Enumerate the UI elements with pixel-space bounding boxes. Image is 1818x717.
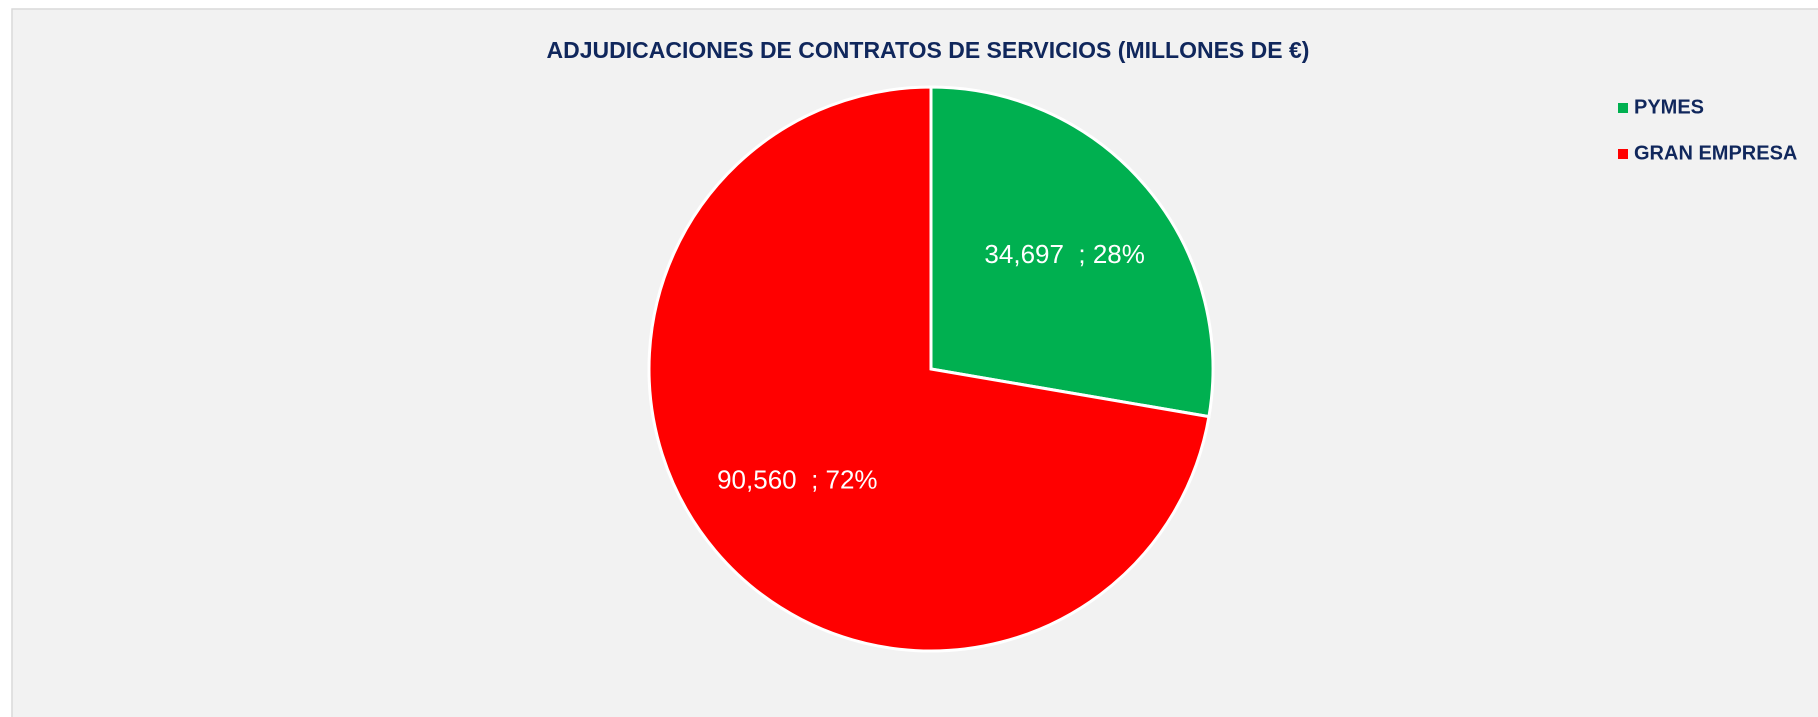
data-label: 90,560 ; 72% xyxy=(717,465,877,495)
chart-title: ADJUDICACIONES DE CONTRATOS DE SERVICIOS… xyxy=(547,37,1310,63)
legend-label: PYMES xyxy=(1634,96,1704,118)
legend-swatch xyxy=(1618,149,1628,159)
data-label: 34,697 ; 28% xyxy=(984,239,1144,269)
pie-slice xyxy=(929,85,1215,419)
legend-swatch xyxy=(1618,103,1628,113)
legend-label: GRAN EMPRESA xyxy=(1634,142,1797,164)
pie-slice xyxy=(647,85,1211,653)
